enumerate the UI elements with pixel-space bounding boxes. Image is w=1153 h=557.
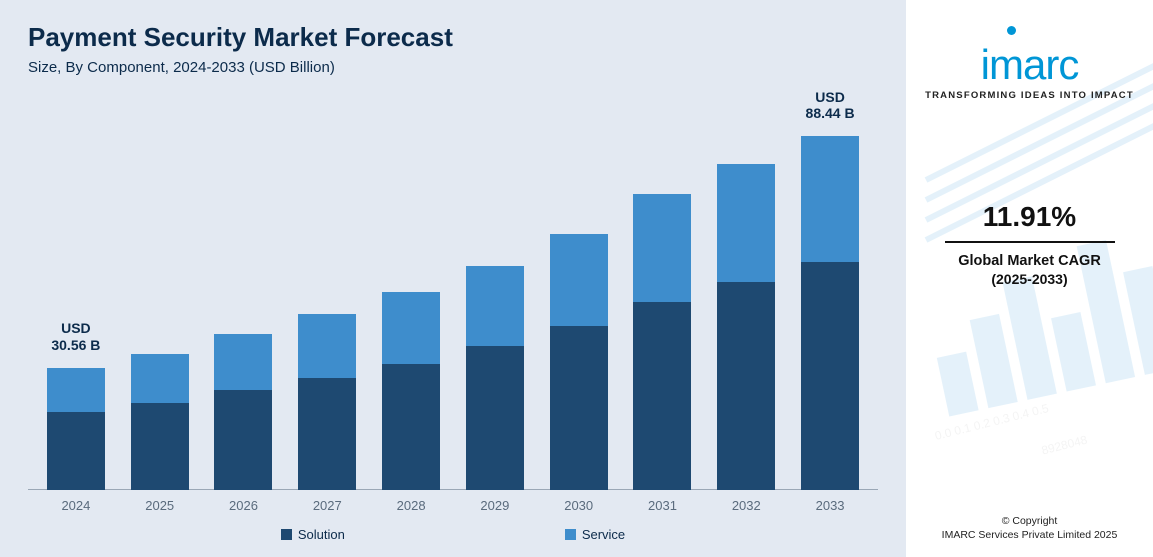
copyright-line1: © Copyright — [906, 514, 1153, 529]
stacked-bar — [717, 164, 775, 490]
legend-item: Solution — [281, 527, 345, 542]
cagr-value: 11.91% — [945, 201, 1115, 233]
bar-column — [202, 90, 286, 490]
chart-title: Payment Security Market Forecast — [28, 22, 878, 53]
x-axis-tick-label: 2024 — [34, 498, 118, 513]
copyright-line2: IMARC Services Private Limited 2025 — [906, 528, 1153, 543]
cagr-block: 11.91% Global Market CAGR (2025-2033) — [945, 201, 1115, 287]
legend-label: Service — [582, 527, 625, 542]
chart-panel: Payment Security Market Forecast Size, B… — [0, 0, 906, 557]
stacked-bar — [382, 292, 440, 490]
x-axis-tick-label: 2030 — [537, 498, 621, 513]
chart-subtitle: Size, By Component, 2024-2033 (USD Billi… — [28, 59, 878, 76]
bar-segment — [214, 334, 272, 390]
x-axis-tick-label: 2031 — [621, 498, 705, 513]
bar-segment — [801, 262, 859, 490]
cagr-divider — [945, 241, 1115, 243]
cagr-label: Global Market CAGR — [945, 253, 1115, 269]
bar-value-label: USD30.56 B — [21, 320, 131, 354]
stacked-bar — [801, 136, 859, 490]
bar-segment — [131, 354, 189, 403]
bar-segment — [466, 346, 524, 490]
bar-column — [621, 90, 705, 490]
bar-column: USD88.44 B — [788, 90, 872, 490]
stacked-bar — [633, 194, 691, 490]
bar-column — [285, 90, 369, 490]
bar-segment — [131, 403, 189, 490]
side-panel: 0.0 0.1 0.2 0.3 0.4 0.5 8928048 imarc TR… — [906, 0, 1153, 557]
cagr-period: (2025-2033) — [945, 271, 1115, 287]
bar-segment — [382, 364, 440, 490]
bar-segment — [717, 282, 775, 490]
x-axis-labels: 2024202520262027202820292030203120322033 — [28, 490, 878, 513]
stacked-bar — [466, 266, 524, 490]
logo-tagline: TRANSFORMING IDEAS INTO IMPACT — [925, 90, 1134, 101]
bar-segment — [633, 302, 691, 490]
legend-label: Solution — [298, 527, 345, 542]
stacked-bar — [47, 368, 105, 490]
stacked-bar — [214, 334, 272, 490]
logo-text: imarc — [925, 46, 1134, 84]
stacked-bar — [550, 234, 608, 490]
legend-item: Service — [565, 527, 625, 542]
bar-segment — [633, 194, 691, 302]
bar-segment — [550, 234, 608, 326]
bar-column — [369, 90, 453, 490]
stacked-bar — [298, 314, 356, 490]
bar-column — [453, 90, 537, 490]
bar-segment — [466, 266, 524, 346]
bar-column — [704, 90, 788, 490]
x-axis-tick-label: 2033 — [788, 498, 872, 513]
bar-segment — [801, 136, 859, 262]
bar-column — [537, 90, 621, 490]
legend-swatch-icon — [281, 529, 292, 540]
legend-swatch-icon — [565, 529, 576, 540]
x-axis-tick-label: 2032 — [704, 498, 788, 513]
bar-segment — [298, 314, 356, 378]
bar-column — [118, 90, 202, 490]
stacked-bar — [131, 354, 189, 490]
legend: Solution Service — [28, 527, 878, 542]
bar-value-label: USD88.44 B — [775, 89, 885, 123]
bar-segment — [382, 292, 440, 364]
x-axis-tick-label: 2027 — [285, 498, 369, 513]
bar-segment — [47, 368, 105, 412]
x-axis-tick-label: 2026 — [202, 498, 286, 513]
x-axis-tick-label: 2028 — [369, 498, 453, 513]
bar-segment — [550, 326, 608, 490]
bar-segment — [717, 164, 775, 282]
bar-column: USD30.56 B — [34, 90, 118, 490]
plot-area: USD30.56 B USD88.44 B — [28, 90, 878, 490]
bar-segment — [298, 378, 356, 490]
logo-dot-icon — [1007, 26, 1016, 35]
x-axis-tick-label: 2029 — [453, 498, 537, 513]
logo: imarc TRANSFORMING IDEAS INTO IMPACT — [925, 28, 1134, 101]
copyright: © Copyright IMARC Services Private Limit… — [906, 514, 1153, 543]
bar-segment — [214, 390, 272, 490]
bar-segment — [47, 412, 105, 490]
root-container: Payment Security Market Forecast Size, B… — [0, 0, 1153, 557]
x-axis-tick-label: 2025 — [118, 498, 202, 513]
